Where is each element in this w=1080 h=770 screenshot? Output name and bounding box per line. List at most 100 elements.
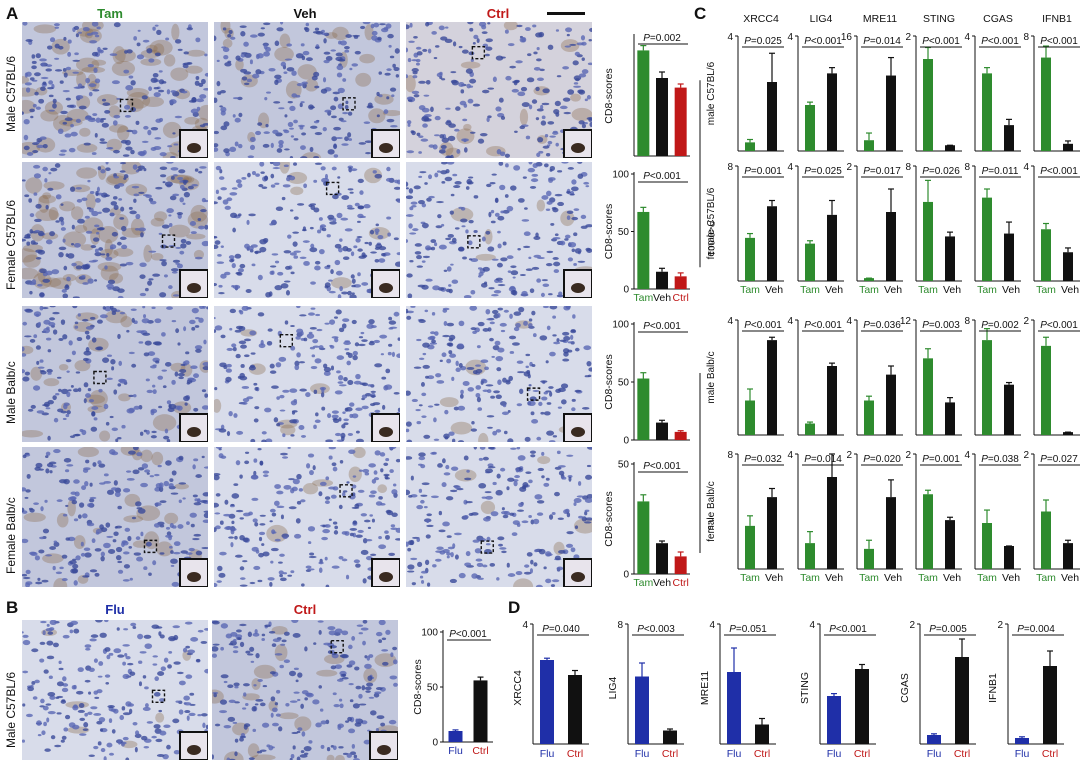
- bar-ctrl: [568, 675, 582, 744]
- y-tick-label: 2: [909, 620, 915, 631]
- bar-chart: 0 50 100 CD8-scores Flu Ctrl P<0.001: [412, 628, 493, 757]
- bar-tam: [982, 523, 992, 569]
- p-value-label: P=0.002: [643, 33, 681, 44]
- zoom-inset: [371, 129, 400, 158]
- bar-tam: [982, 340, 992, 435]
- bar-veh: [945, 145, 955, 151]
- bar-veh: [827, 477, 837, 569]
- bar-ctrl: [955, 657, 969, 744]
- tissue-texture: [406, 447, 592, 587]
- col-title-ctrl: Ctrl: [486, 6, 510, 21]
- bar-flu: [1015, 738, 1029, 744]
- y-axis-label: CD8-scores: [603, 354, 615, 409]
- x-tick-label: Tam: [1036, 572, 1056, 584]
- bar-veh: [1063, 543, 1073, 569]
- gene-title-mre11: MRE11: [863, 13, 897, 25]
- x-tick-label: Tam: [859, 572, 879, 584]
- x-tick-label: Tam: [800, 284, 820, 296]
- bar-tam: [637, 211, 650, 289]
- x-tick-label: Ctrl: [672, 292, 688, 304]
- tissue-texture: [214, 162, 400, 298]
- p-value-label: P<0.001: [829, 624, 867, 635]
- y-tick-label: 8: [617, 620, 623, 631]
- p-value-label: P=0.004: [1017, 624, 1055, 635]
- selection-box: [161, 234, 176, 248]
- gene-title-sting: STING: [923, 13, 955, 25]
- selection-box: [480, 540, 494, 554]
- p-value-label: P<0.001: [804, 320, 842, 331]
- y-tick-label: 8: [964, 162, 970, 173]
- y-tick-label: 8: [964, 316, 970, 327]
- bar-veh: [886, 497, 896, 569]
- panel-c-svg: XRCC4 LIG4 MRE11 STING CGAS IFNB1 male C57BL/6…: [706, 13, 1080, 584]
- bar-ctrl: [674, 276, 687, 289]
- tissue-texture: [22, 22, 208, 158]
- row-label-a4: Female Balb/c: [4, 497, 18, 574]
- bar-veh: [767, 82, 777, 151]
- x-tick-label: Tam: [859, 284, 879, 296]
- bar-tam: [805, 105, 815, 151]
- y-tick-label: 0: [432, 738, 438, 749]
- y-tick-label: 4: [727, 32, 733, 43]
- p-value-label: P=0.001: [744, 166, 782, 177]
- p-value-label: P=0.017: [863, 166, 901, 177]
- bar-veh: [767, 206, 777, 281]
- p-value-label: P<0.001: [643, 171, 681, 182]
- bar-ctrl: [674, 556, 687, 574]
- p-value-label: P<0.001: [1040, 166, 1078, 177]
- selection-box: [330, 640, 344, 654]
- bar-tam: [1041, 229, 1051, 281]
- bar-ctrl: [674, 431, 687, 440]
- y-tick-label: 50: [618, 460, 630, 471]
- side-annotation: P<0.001: [705, 220, 716, 256]
- panel-d-letter: D: [508, 598, 521, 617]
- micrograph-b-flu: [22, 620, 208, 760]
- bar-flu: [635, 676, 649, 744]
- y-tick-label: 4: [809, 620, 815, 631]
- x-tick-label: Flu: [827, 748, 842, 760]
- tissue-texture: [406, 306, 592, 442]
- x-tick-label: Ctrl: [472, 745, 488, 757]
- bar-flu: [927, 735, 941, 744]
- gene-title-cgas: CGAS: [983, 13, 1013, 25]
- y-tick-label: 4: [727, 316, 733, 327]
- bar-flu: [540, 660, 554, 744]
- gene-label-xrcc4: XRCC4: [512, 670, 524, 706]
- bar-tam: [864, 278, 874, 281]
- tissue-texture: [214, 306, 400, 442]
- p-value-label: P<0.001: [643, 461, 681, 472]
- y-tick-label: 50: [427, 683, 439, 694]
- x-tick-label: Tam: [918, 284, 938, 296]
- scale-bar: [547, 12, 585, 15]
- chart-a-row2: 0 50 100 CD8-scores Tam Veh Ctrl P<0.001 P<0.001: [596, 80, 716, 305]
- x-tick-label: Ctrl: [754, 748, 770, 760]
- micrograph-a-r1-tam: [22, 22, 208, 158]
- tissue-texture: [22, 447, 208, 587]
- y-axis-label: CD8-scores: [603, 204, 615, 259]
- zoom-inset: [371, 269, 400, 298]
- bar-veh: [1063, 143, 1073, 151]
- row-label-c: male C57BL/6: [706, 61, 717, 125]
- x-tick-label: Veh: [943, 284, 961, 296]
- y-tick-label: 4: [846, 316, 852, 327]
- p-value-label: P=0.026: [922, 166, 960, 177]
- p-value-label: P=0.036: [863, 320, 901, 331]
- chart-b: 0 50 100 CD8-scores Flu Ctrl P<0.001: [405, 618, 505, 758]
- side-annotation: n.s.: [705, 517, 716, 532]
- p-value-label: P=0.014: [804, 454, 842, 465]
- bar-tam: [1041, 511, 1051, 569]
- tissue-texture: [212, 620, 398, 760]
- row-label-c: female C57BL/6: [706, 187, 717, 259]
- bar-tam: [745, 142, 755, 151]
- p-value-label: P<0.003: [637, 624, 675, 635]
- bar-veh: [886, 374, 896, 435]
- bar-chart: 0 50 100 CD8-scores Tam Veh Ctrl P<0.001 P<0.001: [603, 80, 716, 304]
- y-tick-label: 2: [1023, 450, 1029, 461]
- bar-veh: [767, 497, 777, 569]
- bar-tam: [637, 378, 650, 440]
- y-tick-label: 2: [846, 450, 852, 461]
- p-value-label: P<0.001: [449, 629, 487, 640]
- col-title-ctrl-b: Ctrl: [293, 602, 317, 617]
- bar-tam: [637, 501, 650, 574]
- bar-veh: [1004, 125, 1014, 151]
